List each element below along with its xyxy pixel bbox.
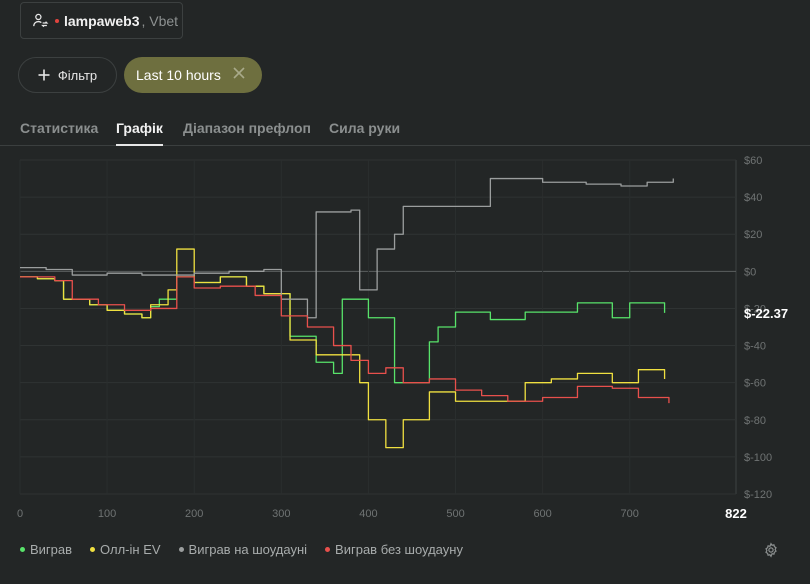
- x-tick-label: 700: [621, 508, 639, 520]
- player-name: lampaweb3: [64, 12, 140, 29]
- tab-hand-strength[interactable]: Сила руки: [329, 120, 401, 136]
- legend-dot: [325, 547, 331, 552]
- filter-label: Фільтр: [57, 67, 98, 83]
- legend-label: Олл-ін EV: [100, 542, 161, 557]
- player-selector[interactable]: lampaweb3 , Vbet: [20, 2, 183, 39]
- legend-item[interactable]: Виграв: [20, 542, 72, 557]
- player-site: , Vbet: [141, 12, 179, 29]
- series-line: [20, 248, 666, 449]
- legend-label: Виграв: [30, 542, 73, 557]
- y-tick-label: $60: [744, 155, 762, 167]
- user-switch-icon: [33, 13, 49, 28]
- series-line: [20, 276, 666, 384]
- time-filter-label: Last 10 hours: [136, 67, 221, 83]
- x-end-label: 822: [725, 506, 747, 521]
- legend-item[interactable]: Виграв на шоудауні: [178, 542, 308, 557]
- legend-dot: [178, 547, 184, 552]
- x-tick-label: 600: [533, 508, 551, 520]
- current-value-label: $-22.37: [744, 306, 788, 321]
- legend-label: Виграв на шоудауні: [188, 542, 308, 557]
- chart-legend: Виграв Олл-ін EV Виграв на шоудауні Виграв …: [20, 542, 463, 557]
- x-tick-label: 100: [98, 508, 116, 520]
- x-tick-label: 500: [446, 508, 464, 520]
- y-tick-label: $-60: [744, 378, 766, 390]
- gear-icon[interactable]: [763, 542, 779, 558]
- x-tick-label: 0: [17, 508, 23, 520]
- y-tick-label: $-40: [744, 341, 766, 353]
- y-tick-label: $40: [744, 192, 762, 204]
- tab-bar: Статистика Графік Діапазон префлоп Сила …: [0, 112, 810, 146]
- legend-item[interactable]: Олл-ін EV: [90, 542, 161, 557]
- x-tick-label: 300: [272, 508, 290, 520]
- status-dot: [55, 18, 59, 23]
- x-tick-label: 400: [359, 508, 377, 520]
- time-filter-chip[interactable]: Last 10 hours: [124, 57, 262, 93]
- legend-dot: [90, 547, 96, 552]
- y-tick-label: $0: [744, 266, 756, 278]
- tab-preflop-range[interactable]: Діапазон префлоп: [183, 120, 311, 136]
- series-line: [20, 177, 674, 319]
- y-tick-label: $-100: [744, 452, 772, 464]
- add-filter-button[interactable]: Фільтр: [18, 57, 117, 93]
- series-line: [20, 276, 670, 404]
- y-tick-label: $20: [744, 229, 762, 241]
- y-tick-label: $-80: [744, 415, 766, 427]
- profit-chart: $60 $40 $20 $0 $-20 $-40 $-60 $-80 $-100 $-120 0 10…: [17, 155, 788, 521]
- close-icon[interactable]: [232, 66, 246, 80]
- tab-statistics[interactable]: Статистика: [20, 120, 99, 136]
- y-tick-label: $-120: [744, 489, 772, 501]
- legend-item[interactable]: Виграв без шоудауну: [325, 542, 463, 557]
- x-tick-label: 200: [185, 508, 203, 520]
- y-tick-label: $-20: [744, 303, 766, 315]
- tab-graph[interactable]: Графік: [116, 120, 163, 146]
- legend-dot: [20, 547, 25, 552]
- plus-icon: [38, 69, 50, 81]
- legend-label: Виграв без шоудауну: [335, 542, 463, 557]
